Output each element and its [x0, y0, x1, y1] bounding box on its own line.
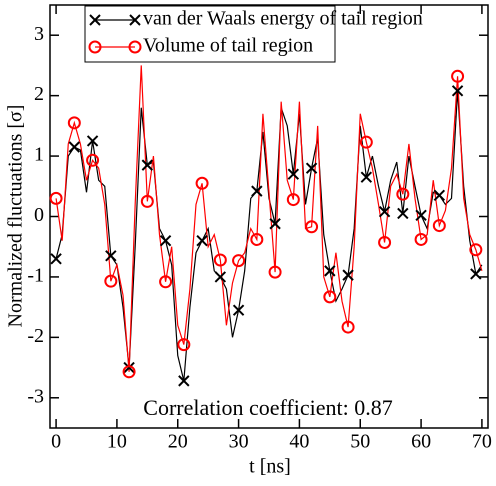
marker-x	[196, 234, 208, 247]
marker-x	[360, 171, 373, 183]
marker-circle	[414, 232, 428, 246]
x-tick-label: 20	[168, 431, 188, 453]
marker-circle	[305, 220, 319, 234]
marker-x	[470, 268, 482, 280]
y-tick-label: 3	[34, 23, 44, 45]
legend-label: Volume of tail region	[143, 35, 313, 57]
x-tick-label: 10	[107, 431, 127, 453]
marker-circle	[432, 219, 446, 233]
marker-circle	[286, 193, 300, 207]
x-tick-label: 30	[229, 431, 249, 453]
x-tick-label: 70	[472, 431, 492, 453]
x-tick-label: 60	[411, 431, 431, 453]
y-tick-label: -2	[27, 325, 44, 347]
marker-x	[141, 159, 154, 171]
marker-circle	[128, 40, 142, 54]
legend-label: van der Waals energy of tail region	[143, 8, 423, 30]
marker-circle	[67, 116, 81, 130]
marker-x	[105, 250, 117, 262]
marker-x	[129, 14, 141, 26]
marker-circle	[268, 265, 282, 279]
marker-x	[397, 207, 409, 220]
marker-x	[86, 135, 99, 147]
marker-x	[378, 205, 391, 218]
marker-circle	[469, 243, 483, 257]
marker-circle	[359, 135, 373, 149]
marker-circle	[232, 254, 246, 268]
marker-x	[159, 234, 172, 247]
x-axis-label: t [ns]	[249, 456, 291, 478]
legend-box	[84, 5, 336, 63]
marker-circle	[341, 320, 355, 334]
marker-circle	[213, 253, 227, 267]
marker-circle	[396, 187, 410, 201]
marker-x	[232, 304, 245, 316]
marker-x	[50, 253, 62, 265]
marker-x	[251, 185, 263, 197]
y-tick-label: -3	[27, 385, 44, 407]
y-tick-label: 1	[34, 144, 44, 166]
marker-circle	[177, 338, 191, 352]
y-tick-label: 0	[34, 204, 44, 226]
marker-x	[269, 218, 281, 230]
marker-x	[415, 209, 427, 221]
marker-x	[324, 265, 336, 277]
marker-x	[342, 269, 354, 281]
marker-x	[68, 141, 81, 153]
marker-circle	[451, 69, 465, 83]
marker-circle	[122, 365, 136, 379]
marker-x	[433, 189, 446, 202]
x-tick-label: 0	[51, 431, 61, 453]
marker-circle	[104, 274, 118, 288]
marker-circle	[195, 176, 209, 190]
y-tick-label: -1	[27, 265, 44, 287]
marker-circle	[378, 235, 392, 249]
marker-x	[451, 85, 464, 97]
marker-x	[305, 162, 318, 174]
marker-circle	[250, 232, 264, 246]
marker-circle	[86, 153, 100, 167]
annotation: Correlation coefficient: 0.87	[143, 395, 392, 420]
marker-circle	[49, 191, 63, 205]
marker-x	[287, 168, 300, 180]
marker-x	[123, 361, 135, 374]
x-tick-label: 50	[350, 431, 370, 453]
marker-circle	[88, 40, 102, 54]
series-line	[55, 65, 483, 372]
y-axis-label: Normalized fluctuations [σ]	[5, 105, 27, 328]
marker-x	[214, 271, 227, 283]
y-tick-label: 2	[34, 83, 44, 105]
marker-x	[178, 375, 190, 387]
marker-circle	[323, 290, 337, 304]
x-tick-label: 40	[289, 431, 309, 453]
marker-x	[89, 14, 101, 26]
marker-circle	[140, 194, 154, 208]
marker-circle	[159, 275, 173, 289]
